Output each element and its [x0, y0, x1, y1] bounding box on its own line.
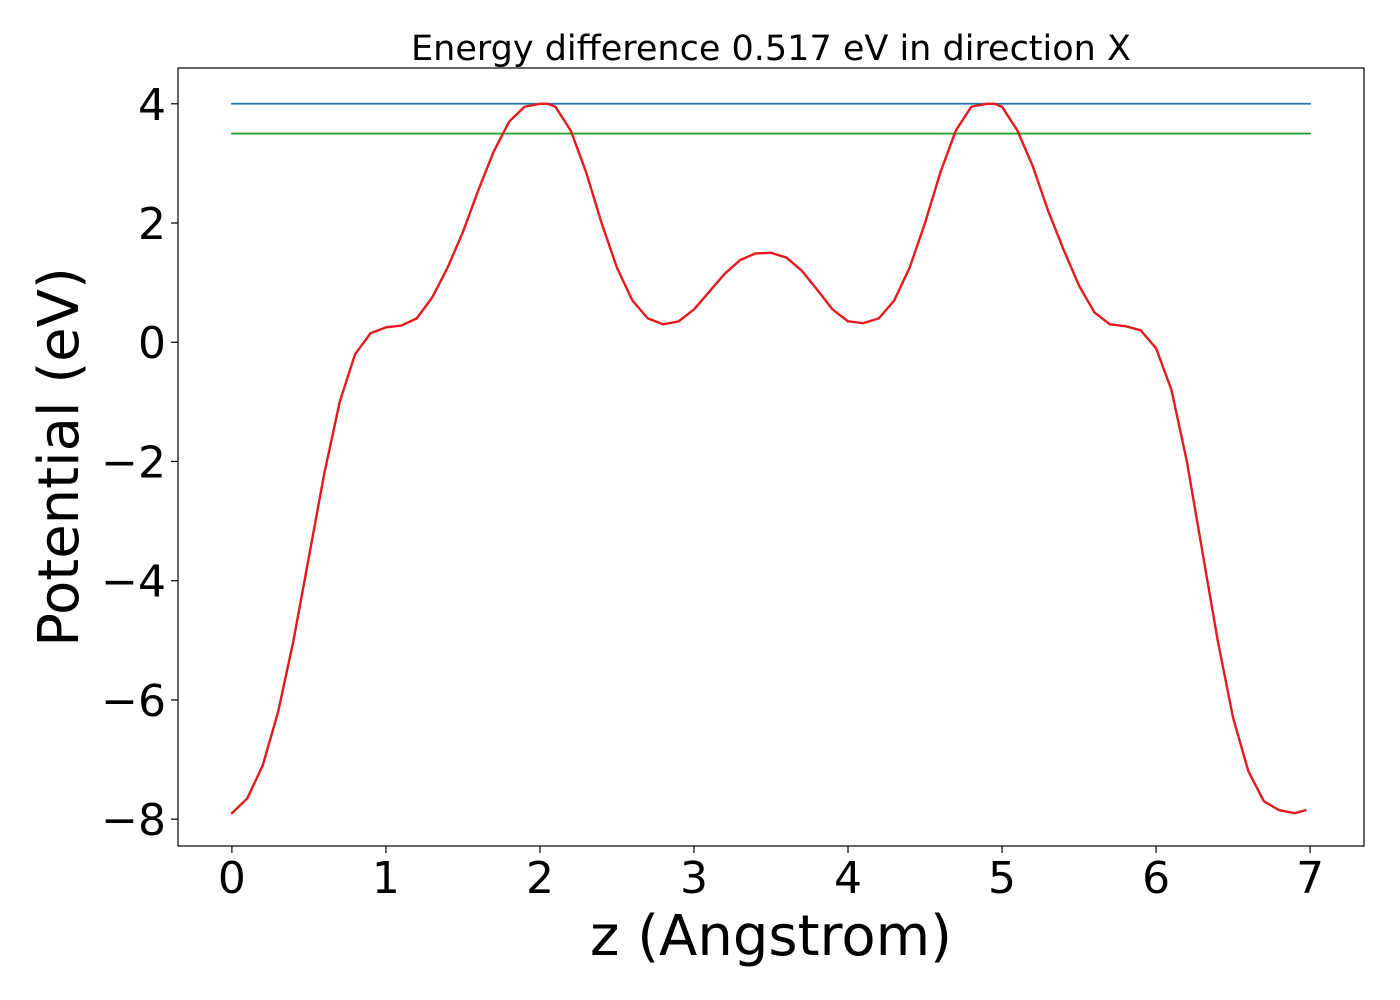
chart-title: Energy difference 0.517 eV in direction …	[411, 29, 1131, 69]
plot-area	[178, 68, 1364, 846]
x-tick-label: 4	[834, 853, 862, 904]
x-tick-label: 6	[1142, 853, 1170, 904]
y-axis-label: Potential (eV)	[27, 267, 92, 647]
series-line-3	[230, 102, 1307, 815]
y-tick-label: −4	[101, 557, 166, 608]
y-tick-label: 2	[138, 199, 166, 250]
y-tick-label: −2	[101, 437, 166, 488]
y-axis-ticks: 4 2 0 −2 −4 −6 −8	[101, 80, 178, 846]
x-tick-label: 2	[526, 853, 554, 904]
plot-frame	[177, 67, 1365, 847]
chart-series	[230, 102, 1311, 815]
y-tick-label: −6	[101, 676, 166, 727]
x-tick-label: 7	[1296, 853, 1324, 904]
x-tick-label: 1	[372, 853, 400, 904]
x-tick-label: 3	[680, 853, 708, 904]
x-tick-label: 5	[988, 853, 1016, 904]
x-axis-label: z (Angstrom)	[590, 904, 952, 969]
y-tick-label: 0	[138, 318, 166, 369]
x-axis-ticks: 0 1 2 3 4 5 6 7	[218, 846, 1324, 904]
y-tick-label: −8	[101, 795, 166, 846]
x-tick-label: 0	[218, 853, 246, 904]
y-tick-label: 4	[138, 80, 166, 131]
